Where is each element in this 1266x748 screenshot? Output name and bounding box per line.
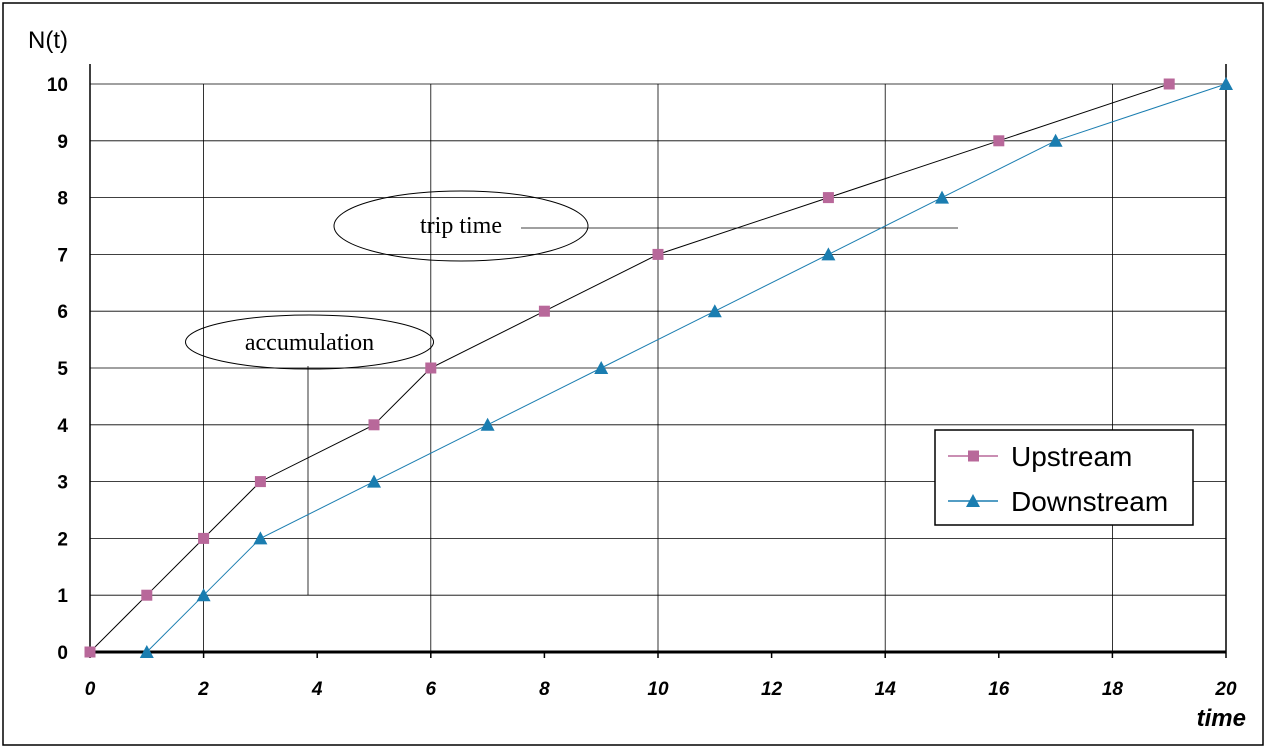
accumulation-ellipse [185,314,435,370]
x-tick-label: 2 [197,679,209,700]
y-tick-label: 1 [57,586,68,607]
x-tick-label: 18 [1102,679,1124,700]
downstream-point [707,304,722,318]
upstream-point [1163,78,1175,90]
downstream-point [480,417,495,431]
upstream-point [652,248,664,260]
downstream-point [1219,77,1233,90]
accumulation-label: accumulation [245,330,374,356]
downstream-point [935,190,949,204]
y-tick-label: 7 [57,245,68,266]
legend: Upstream Downstream [934,429,1194,526]
upstream-point [425,362,437,374]
legend-box [934,429,1194,526]
upstream-point [538,305,550,317]
y-axis-title: N(t) [28,27,68,54]
trip-time-label: trip time [420,213,502,239]
x-tick-label: 0 [85,679,96,700]
upstream-point [141,589,153,601]
y-tick-label: 4 [57,416,68,437]
gridlines [90,83,1226,652]
upstream-point [368,419,380,431]
downstream-point [139,645,154,658]
downstream-point [253,531,268,545]
x-tick-label: 14 [875,679,897,700]
y-tick-label: 0 [57,643,68,664]
legend-marker-square-icon [968,450,979,462]
downstream-point [821,247,836,261]
x-tick-label: 4 [311,679,323,700]
x-axis-title: time [1197,705,1246,732]
downstream-point [196,588,211,602]
y-tick-label: 10 [47,75,68,96]
upstream-point [84,646,96,658]
y-tick-label: 8 [57,189,68,210]
y-tick-label: 6 [57,302,68,323]
y-tick-label: 2 [57,529,68,550]
y-tick-label: 3 [57,473,68,494]
x-tick-label: 8 [539,679,550,700]
x-tick-label: 12 [761,679,783,700]
x-tick-label: 10 [647,679,669,700]
downstream-point [594,361,609,374]
upstream-point [822,192,834,204]
series [84,77,1233,658]
trip-time-ellipse [333,190,589,262]
upstream-point [198,532,210,544]
annotations: trip time accumulation [185,190,958,596]
x-tick-label: 20 [1214,679,1237,700]
x-tick-label: 6 [426,679,437,700]
legend-label: Upstream [1011,441,1132,472]
legend-label: Downstream [1011,486,1168,517]
upstream-point [993,135,1005,147]
legend-marker-triangle-icon [966,494,980,507]
upstream-point [254,476,266,488]
x-tick-label: 16 [988,679,1010,700]
y-tick-label: 5 [57,359,68,380]
downstream-point [1048,133,1063,147]
downstream-point [367,474,381,488]
y-tick-label: 9 [57,132,68,153]
